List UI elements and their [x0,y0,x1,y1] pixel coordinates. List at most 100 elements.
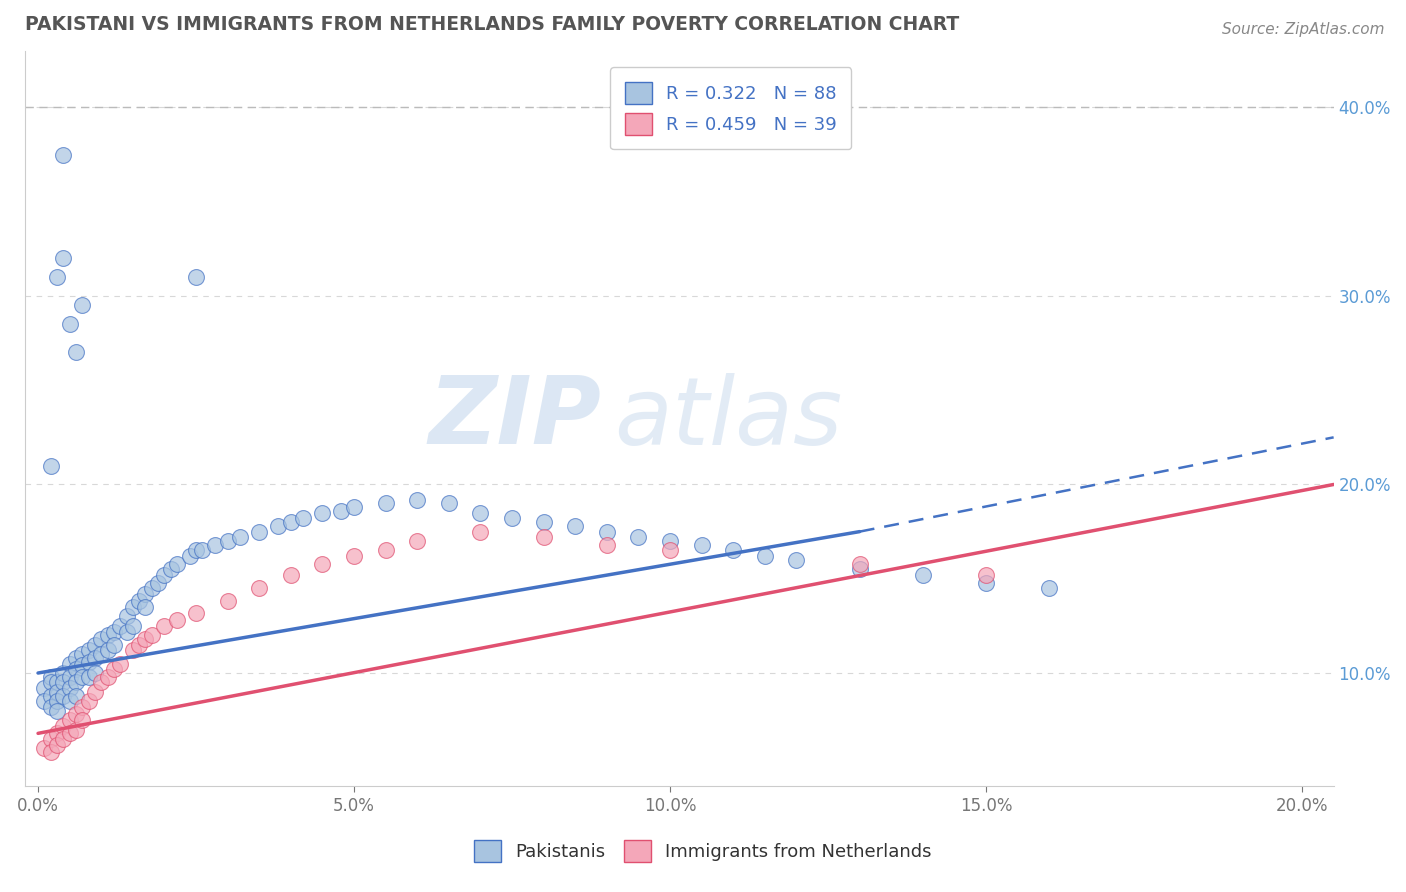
Point [59,726,82,740]
Point [52,731,75,746]
Point [184,270,207,285]
Point [90,647,112,661]
Point [59,670,82,684]
Point [65,689,87,703]
Point [115,609,138,624]
Point [65,723,87,737]
Point [84,685,107,699]
Legend: Pakistanis, Immigrants from Netherlands: Pakistanis, Immigrants from Netherlands [467,833,939,870]
Point [974,575,997,590]
Point [690,538,713,552]
Point [406,492,429,507]
Point [72,670,94,684]
Point [103,624,125,639]
Point [65,662,87,676]
Point [97,628,120,642]
Point [159,562,181,576]
Point [103,662,125,676]
Point [596,538,619,552]
Point [374,496,396,510]
Point [191,543,214,558]
Point [39,458,62,473]
Point [128,638,150,652]
Point [292,511,315,525]
Point [46,726,69,740]
Point [90,675,112,690]
Point [470,524,492,539]
Point [39,745,62,759]
Point [659,534,682,549]
Point [311,506,333,520]
Point [785,553,807,567]
Point [146,575,169,590]
Point [134,587,156,601]
Point [34,694,56,708]
Text: ZIP: ZIP [429,373,600,465]
Point [141,628,163,642]
Point [108,657,131,671]
Point [39,675,62,690]
Point [39,670,62,684]
Point [134,600,156,615]
Point [406,534,429,549]
Point [72,298,94,312]
Point [77,694,100,708]
Text: Source: ZipAtlas.com: Source: ZipAtlas.com [1222,22,1385,37]
Point [911,568,934,582]
Point [46,704,69,718]
Point [46,685,69,699]
Point [470,506,492,520]
Point [627,530,650,544]
Point [108,619,131,633]
Point [343,549,366,563]
Point [121,600,143,615]
Point [166,613,188,627]
Point [141,581,163,595]
Point [65,345,87,359]
Point [52,666,75,681]
Point [84,651,107,665]
Point [311,557,333,571]
Point [247,524,270,539]
Point [72,713,94,727]
Point [247,581,270,595]
Point [280,515,302,529]
Point [115,624,138,639]
Point [46,738,69,752]
Point [564,519,586,533]
Legend: R = 0.322   N = 88, R = 0.459   N = 39: R = 0.322 N = 88, R = 0.459 N = 39 [610,67,851,149]
Point [848,557,870,571]
Point [77,670,100,684]
Point [754,549,776,563]
Point [179,549,201,563]
Point [59,713,82,727]
Point [1038,581,1060,595]
Point [72,700,94,714]
Point [166,557,188,571]
Point [90,632,112,646]
Point [52,251,75,265]
Point [437,496,460,510]
Point [184,606,207,620]
Point [217,534,239,549]
Point [533,515,555,529]
Point [52,147,75,161]
Point [65,651,87,665]
Point [153,619,176,633]
Point [46,675,69,690]
Point [52,675,75,690]
Point [72,658,94,673]
Point [974,568,997,582]
Point [59,317,82,331]
Point [46,694,69,708]
Point [121,643,143,657]
Point [77,655,100,669]
Point [39,689,62,703]
Point [84,638,107,652]
Point [128,594,150,608]
Point [34,741,56,756]
Point [596,524,619,539]
Point [52,689,75,703]
Point [46,270,69,285]
Text: PAKISTANI VS IMMIGRANTS FROM NETHERLANDS FAMILY POVERTY CORRELATION CHART: PAKISTANI VS IMMIGRANTS FROM NETHERLANDS… [25,15,960,34]
